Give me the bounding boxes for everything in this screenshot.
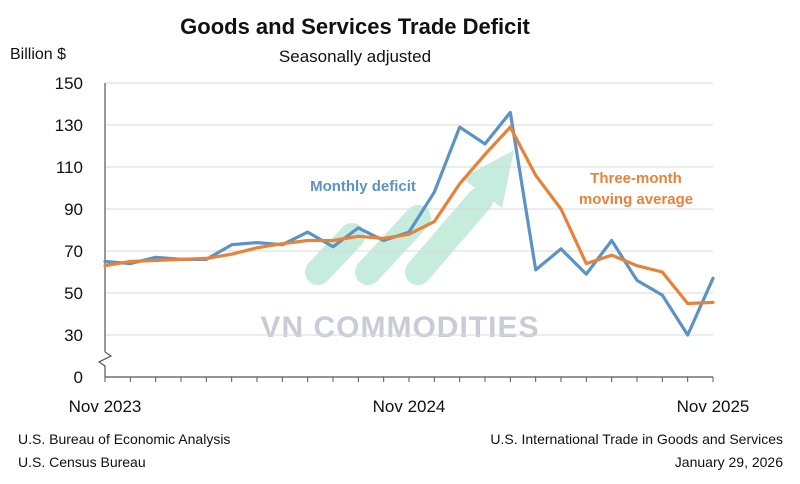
watermark: VN COMMODITIES [260,150,539,344]
chart-title: Goods and Services Trade Deficit [180,14,530,39]
axes [97,83,714,382]
y-tick-label: 0 [74,368,83,387]
y-tick-label: 130 [55,116,83,135]
gridlines [105,82,713,336]
source-right-line-1: U.S. International Trade in Goods and Se… [490,431,783,447]
series-lines [103,110,715,337]
watermark-bar-3 [405,187,493,285]
y-tick-label: 50 [64,284,83,303]
chart-subtitle: Seasonally adjusted [279,47,431,66]
x-axis-ticks: Nov 2023 Nov 2024 Nov 2025 [69,397,750,416]
y-tick-label: 70 [64,242,83,261]
moving-average-label: Three-month [590,170,682,187]
moving-average-label: moving average [579,191,693,208]
y-tick-label: 30 [64,326,83,345]
watermark-bar-1 [305,223,365,285]
y-axis-break [97,351,113,377]
source-left-line-2: U.S. Census Bureau [18,454,146,470]
watermark-bar-2 [355,205,431,285]
moving-average-line [103,125,715,306]
y-tick-label: 150 [55,74,83,93]
watermark-arrow-head [462,150,514,208]
y-tick-label: 90 [64,200,83,219]
x-tick-label: Nov 2025 [677,397,750,416]
monthly-deficit-label: Monthly deficit [310,178,416,195]
source-left-line-1: U.S. Bureau of Economic Analysis [18,431,230,447]
series-annotations: Monthly deficit Three-month moving average [310,170,693,208]
y-axis-ticks: 0 30 50 70 90 110 130 150 [55,74,83,387]
x-tick-label: Nov 2024 [373,397,446,416]
watermark-arrow-logo [305,150,514,285]
source-right-line-2: January 29, 2026 [675,454,783,470]
y-axis-unit-label: Billion $ [10,46,66,63]
y-tick-label: 110 [56,158,83,177]
watermark-text: VN COMMODITIES [260,311,539,344]
x-tick-label: Nov 2023 [69,397,142,416]
